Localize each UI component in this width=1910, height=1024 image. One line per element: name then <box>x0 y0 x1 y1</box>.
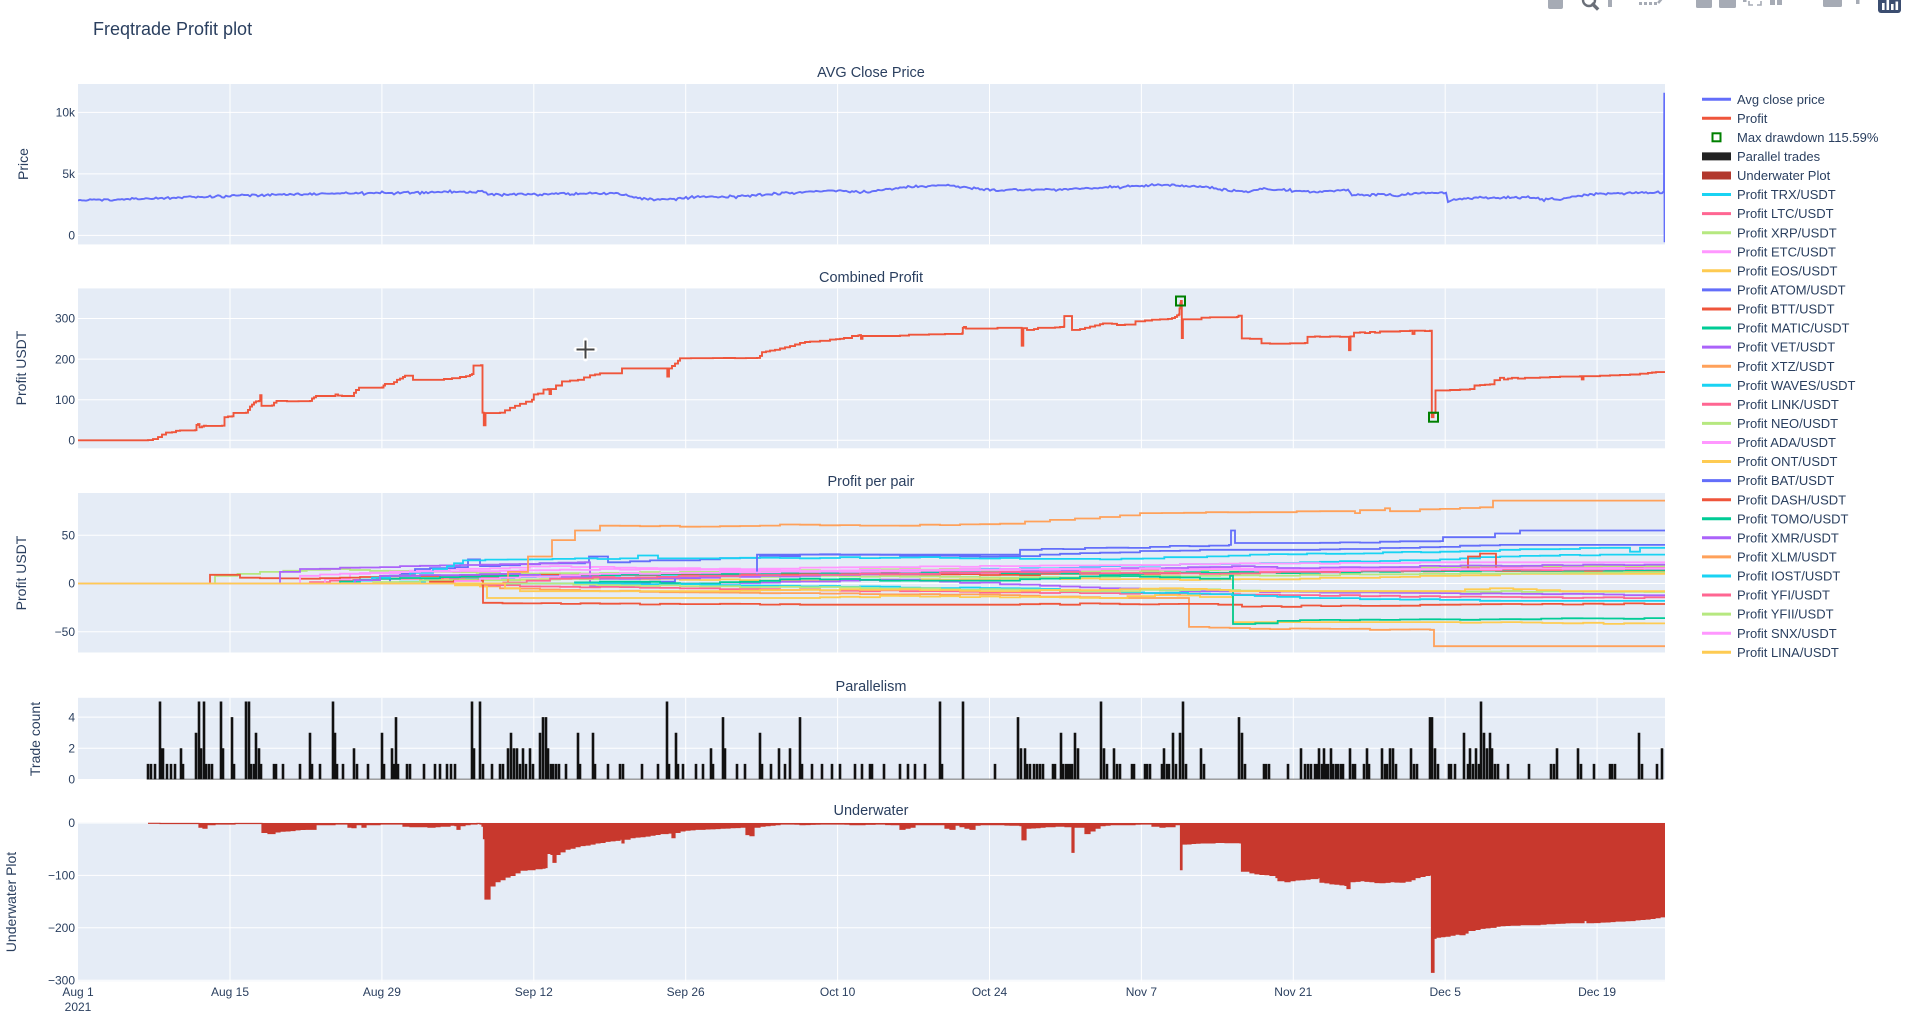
svg-text:Profit XLM/USDT: Profit XLM/USDT <box>1737 550 1837 565</box>
svg-text:Profit XMR/USDT: Profit XMR/USDT <box>1737 530 1839 545</box>
svg-text:Profit USDT: Profit USDT <box>13 330 29 405</box>
svg-text:Aug 29: Aug 29 <box>363 985 401 999</box>
svg-text:Aug 1: Aug 1 <box>62 985 94 999</box>
svg-text:2: 2 <box>68 742 75 756</box>
svg-text:Profit WAVES/USDT: Profit WAVES/USDT <box>1737 378 1856 393</box>
svg-text:Sep 12: Sep 12 <box>515 985 553 999</box>
svg-text:Profit per pair: Profit per pair <box>827 474 914 490</box>
svg-text:Profit NEO/USDT: Profit NEO/USDT <box>1737 416 1838 431</box>
svg-text:Profit ETC/USDT: Profit ETC/USDT <box>1737 244 1836 259</box>
svg-text:Underwater Plot: Underwater Plot <box>3 852 19 952</box>
svg-text:Profit SNX/USDT: Profit SNX/USDT <box>1737 626 1837 641</box>
svg-text:−100: −100 <box>48 869 75 883</box>
svg-text:Trade count: Trade count <box>27 702 43 776</box>
svg-text:50: 50 <box>62 529 76 543</box>
svg-text:Profit ADA/USDT: Profit ADA/USDT <box>1737 435 1836 450</box>
svg-text:2021: 2021 <box>65 1000 92 1014</box>
svg-text:Combined Profit: Combined Profit <box>819 270 923 286</box>
svg-text:0: 0 <box>68 229 75 243</box>
svg-text:Aug 15: Aug 15 <box>211 985 249 999</box>
svg-text:AVG Close Price: AVG Close Price <box>817 65 925 81</box>
svg-text:0: 0 <box>68 816 75 830</box>
svg-text:Profit VET/USDT: Profit VET/USDT <box>1737 340 1835 355</box>
svg-text:Profit ATOM/USDT: Profit ATOM/USDT <box>1737 283 1846 298</box>
svg-text:Oct 10: Oct 10 <box>820 985 856 999</box>
svg-text:4: 4 <box>68 710 75 724</box>
svg-text:Dec 5: Dec 5 <box>1430 985 1462 999</box>
svg-text:Parallelism: Parallelism <box>836 679 907 695</box>
svg-text:100: 100 <box>55 393 75 407</box>
svg-text:Profit DASH/USDT: Profit DASH/USDT <box>1737 492 1846 507</box>
svg-text:200: 200 <box>55 352 75 366</box>
svg-text:Max drawdown 115.59%: Max drawdown 115.59% <box>1737 130 1879 145</box>
svg-text:Nov 7: Nov 7 <box>1126 985 1158 999</box>
svg-text:Underwater Plot: Underwater Plot <box>1737 168 1831 183</box>
svg-text:10k: 10k <box>56 106 76 120</box>
svg-text:Underwater: Underwater <box>834 803 909 819</box>
svg-text:Profit XTZ/USDT: Profit XTZ/USDT <box>1737 359 1835 374</box>
svg-text:Profit ONT/USDT: Profit ONT/USDT <box>1737 454 1837 469</box>
svg-text:0: 0 <box>68 577 75 591</box>
svg-text:Profit IOST/USDT: Profit IOST/USDT <box>1737 569 1840 584</box>
svg-text:Sep 26: Sep 26 <box>667 985 705 999</box>
svg-text:Profit LINK/USDT: Profit LINK/USDT <box>1737 397 1839 412</box>
svg-text:300: 300 <box>55 312 75 326</box>
svg-text:5k: 5k <box>62 167 76 181</box>
svg-text:Profit LTC/USDT: Profit LTC/USDT <box>1737 206 1834 221</box>
svg-text:Profit MATIC/USDT: Profit MATIC/USDT <box>1737 321 1849 336</box>
svg-text:Freqtrade Profit plot: Freqtrade Profit plot <box>93 19 252 39</box>
svg-text:Profit TOMO/USDT: Profit TOMO/USDT <box>1737 511 1849 526</box>
svg-text:Price: Price <box>15 148 31 180</box>
svg-text:Profit TRX/USDT: Profit TRX/USDT <box>1737 187 1836 202</box>
svg-text:Profit USDT: Profit USDT <box>13 535 29 610</box>
svg-text:Profit BTT/USDT: Profit BTT/USDT <box>1737 302 1835 317</box>
svg-text:Profit: Profit <box>1737 111 1768 126</box>
svg-text:Avg close price: Avg close price <box>1737 92 1825 107</box>
svg-text:Profit YFII/USDT: Profit YFII/USDT <box>1737 607 1834 622</box>
svg-text:Profit YFI/USDT: Profit YFI/USDT <box>1737 588 1830 603</box>
svg-text:Profit LINA/USDT: Profit LINA/USDT <box>1737 645 1839 660</box>
svg-text:Nov 21: Nov 21 <box>1274 985 1312 999</box>
svg-text:0: 0 <box>68 434 75 448</box>
svg-text:−50: −50 <box>55 625 76 639</box>
svg-text:Oct 24: Oct 24 <box>972 985 1008 999</box>
svg-text:Profit EOS/USDT: Profit EOS/USDT <box>1737 263 1837 278</box>
svg-text:−300: −300 <box>48 973 75 987</box>
svg-text:0: 0 <box>68 773 75 787</box>
svg-text:Profit BAT/USDT: Profit BAT/USDT <box>1737 473 1834 488</box>
svg-text:Dec 19: Dec 19 <box>1578 985 1616 999</box>
svg-text:Parallel trades: Parallel trades <box>1737 149 1821 164</box>
svg-text:−200: −200 <box>48 921 75 935</box>
svg-text:Profit XRP/USDT: Profit XRP/USDT <box>1737 225 1837 240</box>
